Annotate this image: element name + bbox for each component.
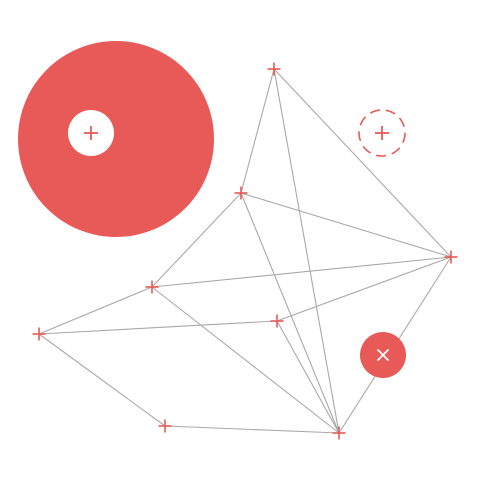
node-n2-plus-icon[interactable] <box>232 184 250 202</box>
edge-n7-n8 <box>164 425 340 434</box>
edge-n3-n5 <box>276 256 452 322</box>
node-n8-plus-icon[interactable] <box>330 424 348 442</box>
delete-button[interactable] <box>360 332 406 378</box>
dashed-target[interactable] <box>358 109 406 157</box>
large-red-disc[interactable] <box>18 41 214 237</box>
dashed-target-plus-icon <box>375 126 389 140</box>
edge-n1-n3 <box>273 68 452 258</box>
node-n3-plus-icon[interactable] <box>442 248 460 266</box>
edge-n4-n8 <box>151 286 340 434</box>
dashed-target-ring <box>358 109 406 157</box>
node-n6-plus-icon[interactable] <box>30 325 48 343</box>
edge-n5-n8 <box>276 320 340 434</box>
edge-n5-n6 <box>38 320 278 335</box>
edge-n2-n8 <box>240 192 340 434</box>
disc-center-plus-icon <box>84 126 98 140</box>
edge-n4-n6 <box>38 286 153 335</box>
edge-n2-n3 <box>240 192 452 258</box>
node-n5-plus-icon[interactable] <box>268 312 286 330</box>
node-n1-plus-icon[interactable] <box>265 60 283 78</box>
edge-layer <box>38 68 452 434</box>
node-layer <box>30 60 460 442</box>
edge-n1-n2 <box>240 68 275 194</box>
edge-n3-n4 <box>151 256 452 288</box>
edge-n1-n8 <box>273 68 340 434</box>
edge-n2-n4 <box>151 192 242 288</box>
close-icon <box>377 349 389 361</box>
edge-n6-n7 <box>38 333 166 427</box>
node-n7-plus-icon[interactable] <box>156 417 174 435</box>
large-red-disc-body <box>18 41 214 237</box>
node-n4-plus-icon[interactable] <box>143 278 161 296</box>
